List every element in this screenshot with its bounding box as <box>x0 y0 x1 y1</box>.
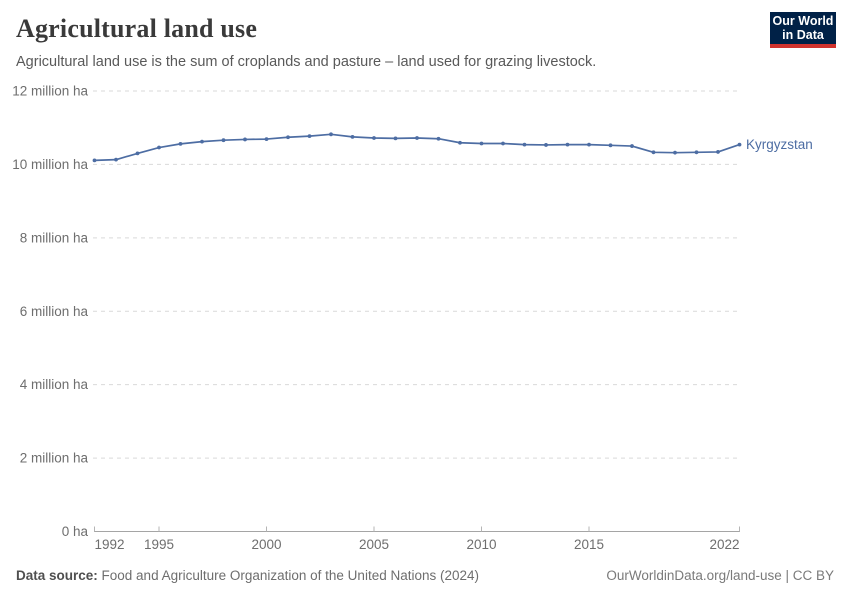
data-point[interactable] <box>479 141 484 146</box>
data-point[interactable] <box>372 136 376 140</box>
page-title: Agricultural land use <box>16 14 258 43</box>
credit-link[interactable]: OurWorldinData.org/land-use | CC BY <box>606 568 834 583</box>
y-axis-label: 10 million ha <box>12 157 88 172</box>
data-point[interactable] <box>587 142 591 147</box>
data-point[interactable] <box>286 135 290 140</box>
data-point[interactable] <box>114 157 118 162</box>
data-point[interactable] <box>200 139 204 144</box>
y-axis-label: 8 million ha <box>20 230 89 245</box>
data-source-label: Data source: <box>16 568 98 583</box>
data-point[interactable] <box>544 143 548 147</box>
x-axis-label: 2000 <box>251 537 281 552</box>
data-point[interactable] <box>716 150 720 154</box>
data-point[interactable] <box>565 142 570 147</box>
y-axis-label: 12 million ha <box>12 84 88 99</box>
data-point[interactable] <box>673 150 677 155</box>
x-axis-label: 2022 <box>709 537 739 552</box>
data-point[interactable] <box>737 142 742 147</box>
data-point[interactable] <box>135 151 140 156</box>
owid-logo-line2: in Data <box>782 28 824 42</box>
x-axis-label: 2005 <box>359 537 389 552</box>
data-source-text: Food and Agriculture Organization of the… <box>97 568 480 583</box>
chart-subtitle: Agricultural land use is the sum of crop… <box>16 54 597 70</box>
data-point[interactable] <box>92 158 97 163</box>
data-point[interactable] <box>501 141 505 146</box>
y-axis-label: 4 million ha <box>20 377 89 392</box>
data-point[interactable] <box>415 136 419 140</box>
data-point[interactable] <box>608 143 613 148</box>
data-point[interactable] <box>243 137 247 142</box>
data-point[interactable] <box>221 138 226 143</box>
data-point[interactable] <box>264 137 269 141</box>
data-point[interactable] <box>178 141 183 146</box>
x-axis-label: 2015 <box>574 537 604 552</box>
chart-footer: Data source: Food and Agriculture Organi… <box>16 568 834 583</box>
owid-logo[interactable]: Our World in Data <box>770 12 836 48</box>
x-axis-label: 1992 <box>95 537 125 552</box>
data-point[interactable] <box>157 145 161 150</box>
owid-logo-line1: Our World <box>772 14 834 28</box>
data-source: Data source: Food and Agriculture Organi… <box>16 568 479 583</box>
data-point[interactable] <box>630 144 634 148</box>
x-axis-label: 2010 <box>466 537 496 552</box>
y-axis-label: 0 ha <box>62 524 89 539</box>
data-point[interactable] <box>329 132 333 137</box>
data-point[interactable] <box>393 136 398 141</box>
data-point[interactable] <box>436 136 441 141</box>
data-point[interactable] <box>522 142 527 147</box>
data-point[interactable] <box>458 140 462 145</box>
data-point[interactable] <box>694 150 699 155</box>
data-point[interactable] <box>350 134 355 139</box>
y-axis-label: 2 million ha <box>20 451 89 466</box>
data-point[interactable] <box>307 134 312 139</box>
y-axis-label: 6 million ha <box>20 304 89 319</box>
entity-label[interactable]: Kyrgyzstan <box>746 137 813 152</box>
data-point[interactable] <box>651 150 656 155</box>
x-axis-label: 1995 <box>144 537 174 552</box>
